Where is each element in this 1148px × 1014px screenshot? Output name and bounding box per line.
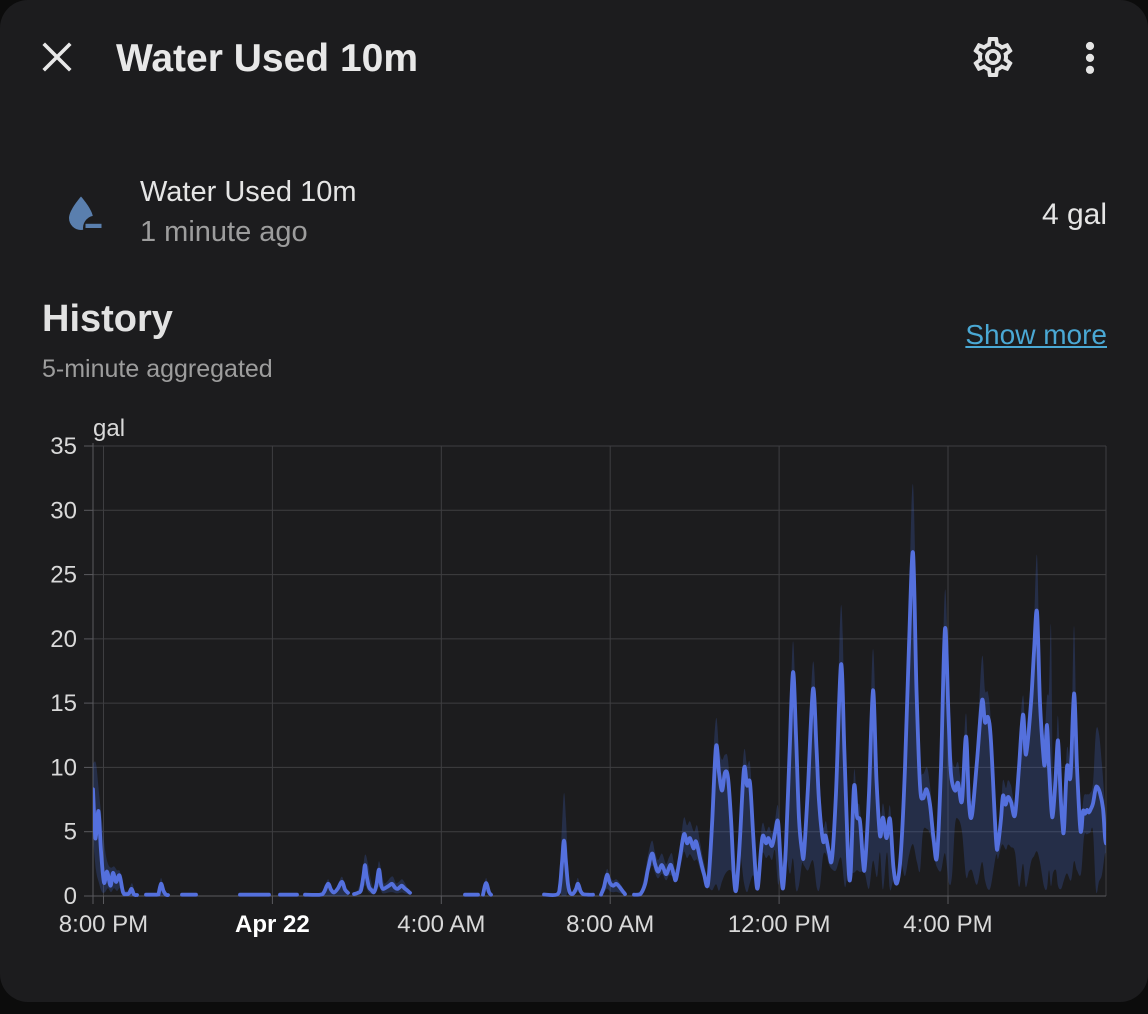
svg-text:8:00 PM: 8:00 PM (59, 911, 148, 938)
svg-text:10: 10 (50, 754, 77, 781)
svg-text:25: 25 (50, 562, 77, 589)
svg-text:4:00 PM: 4:00 PM (903, 911, 992, 938)
svg-text:12:00 PM: 12:00 PM (728, 911, 831, 938)
svg-text:30: 30 (50, 497, 77, 524)
svg-text:5: 5 (64, 819, 77, 846)
svg-text:35: 35 (50, 433, 77, 460)
svg-text:4:00 AM: 4:00 AM (397, 911, 485, 938)
svg-text:20: 20 (50, 626, 77, 653)
svg-text:8:00 AM: 8:00 AM (566, 911, 654, 938)
svg-text:gal: gal (93, 415, 125, 442)
svg-text:0: 0 (64, 883, 77, 910)
svg-text:Apr 22: Apr 22 (235, 911, 310, 938)
svg-text:15: 15 (50, 690, 77, 717)
